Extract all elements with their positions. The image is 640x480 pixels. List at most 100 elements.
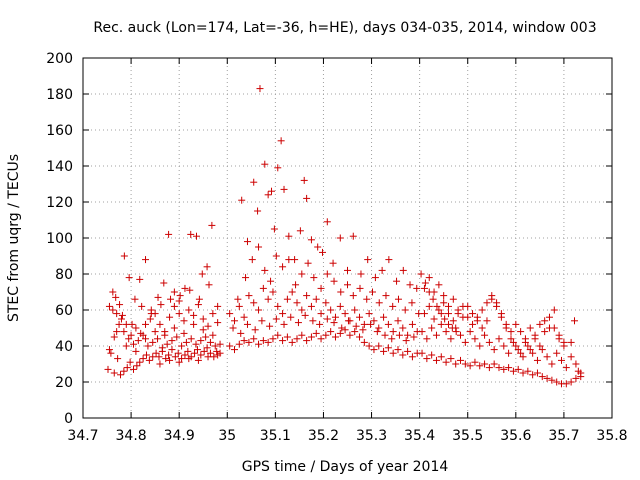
data-point [303, 194, 311, 202]
data-point [423, 355, 431, 363]
data-point [536, 342, 544, 350]
data-point [562, 364, 570, 372]
data-point [425, 288, 433, 296]
x-tick-label: 35 [218, 428, 236, 444]
data-point [211, 342, 219, 350]
data-point [420, 310, 428, 318]
data-point [115, 320, 123, 328]
data-point [237, 329, 245, 337]
data-point [444, 302, 452, 310]
data-point [485, 338, 493, 346]
data-point [572, 374, 580, 382]
data-point [283, 295, 291, 303]
data-point [235, 302, 243, 310]
data-point [512, 320, 520, 328]
data-point [429, 295, 437, 303]
data-point [317, 284, 325, 292]
data-point [129, 340, 137, 348]
data-point [142, 335, 150, 343]
data-point [255, 306, 263, 314]
data-point [364, 256, 372, 264]
data-point [261, 160, 269, 168]
data-point [538, 373, 546, 381]
data-point [197, 351, 205, 359]
data-point [174, 349, 182, 357]
data-points [104, 85, 585, 388]
data-point [541, 317, 549, 325]
data-point [356, 313, 364, 321]
data-point [142, 256, 150, 264]
data-point [550, 306, 558, 314]
data-point [380, 313, 388, 321]
data-point [437, 353, 445, 361]
data-point [199, 315, 207, 323]
data-point [536, 320, 544, 328]
data-point [175, 358, 183, 366]
data-point [229, 324, 237, 332]
data-point [298, 306, 306, 314]
data-point [168, 337, 176, 345]
data-point [204, 353, 212, 361]
data-point [466, 328, 474, 336]
data-point [243, 320, 251, 328]
data-point [562, 380, 570, 388]
data-point [288, 288, 296, 296]
data-point [531, 335, 539, 343]
data-point [441, 315, 449, 323]
data-point [291, 256, 299, 264]
data-point [471, 335, 479, 343]
data-point [351, 328, 359, 336]
data-point [567, 338, 575, 346]
x-tick-label: 35.7 [548, 428, 579, 444]
y-tick-label: 120 [46, 195, 73, 211]
data-point [192, 340, 200, 348]
data-point [240, 313, 248, 321]
data-point [519, 369, 527, 377]
data-point [389, 328, 397, 336]
data-point [226, 310, 234, 318]
data-point [404, 347, 412, 355]
data-point [194, 356, 202, 364]
data-point [395, 331, 403, 339]
data-point [125, 274, 133, 282]
data-point [406, 281, 414, 289]
data-point [357, 270, 365, 278]
data-point [533, 369, 541, 377]
data-point [269, 288, 277, 296]
data-point [344, 266, 351, 274]
data-point [105, 302, 113, 310]
data-point [408, 320, 416, 328]
data-point [444, 320, 452, 328]
y-tick-label: 40 [55, 339, 73, 355]
data-point [442, 358, 450, 366]
data-point [408, 353, 416, 361]
data-point [238, 196, 246, 204]
data-point [173, 333, 181, 341]
data-point [200, 347, 208, 355]
data-point [356, 333, 364, 341]
data-point [352, 322, 360, 330]
data-point [213, 347, 221, 355]
data-point [538, 346, 546, 354]
data-point [251, 326, 259, 334]
data-point [287, 313, 295, 321]
data-point [505, 364, 513, 372]
data-point [417, 270, 425, 278]
data-point [317, 335, 325, 343]
data-point [292, 281, 300, 289]
data-point [301, 311, 309, 319]
data-point [526, 346, 534, 354]
data-point [490, 360, 498, 368]
data-point [469, 310, 477, 318]
data-point [541, 328, 549, 336]
data-point [160, 279, 168, 287]
data-point [447, 335, 455, 343]
data-point [268, 187, 276, 195]
data-point [298, 270, 306, 278]
data-point [331, 313, 339, 321]
data-point [250, 335, 258, 343]
data-point [248, 256, 256, 264]
data-point [245, 338, 253, 346]
x-tick-label: 35.3 [356, 428, 387, 444]
data-point [399, 266, 407, 274]
